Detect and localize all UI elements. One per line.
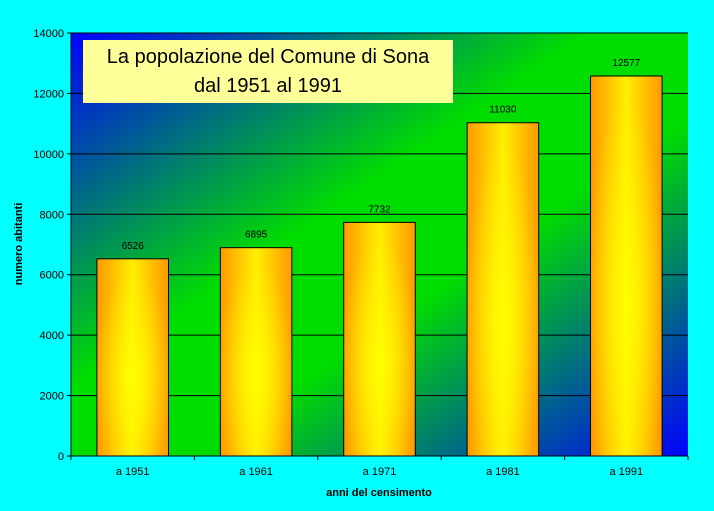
y-axis-title: numero abitanti: [13, 203, 25, 286]
chart-title-line-2: dal 1951 al 1991: [194, 75, 342, 97]
data-label: 12577: [612, 58, 640, 69]
bar-highlight: [467, 122, 539, 457]
y-tick-label: 2000: [40, 391, 64, 403]
x-tick-label: a 1951: [116, 466, 150, 478]
y-tick-label: 6000: [40, 270, 64, 282]
y-tick-label: 8000: [40, 209, 64, 221]
x-tick-label: a 1971: [363, 466, 397, 478]
y-tick-label: 4000: [40, 330, 64, 342]
data-label: 11030: [489, 105, 517, 116]
bar-highlight: [590, 75, 663, 456]
y-tick-label: 0: [58, 451, 64, 463]
x-tick-label: a 1961: [239, 466, 273, 478]
x-axis-title: anni del censimento: [326, 487, 432, 499]
x-tick-label: a 1991: [609, 466, 643, 478]
bar-highlight: [96, 258, 169, 456]
data-label: 6895: [245, 230, 268, 241]
data-label: 6526: [122, 241, 145, 252]
axes: [67, 32, 689, 460]
bars: [96, 75, 663, 457]
bar-highlight: [220, 247, 292, 456]
y-tick-label: 12000: [33, 88, 64, 100]
x-tick-label: a 1981: [486, 466, 520, 478]
chart-title-line-1: La popolazione del Comune di Sona: [106, 46, 430, 68]
chart-title: La popolazione del Comune di Sona dal 19…: [83, 40, 453, 103]
y-tick-label: 10000: [33, 149, 64, 161]
labels: 0 2000 4000 6000 8000 10000 12000 14000 6526 a 19…: [33, 28, 643, 478]
bar-highlight: [343, 222, 416, 456]
y-tick-label: 14000: [33, 28, 64, 40]
data-label: 7732: [368, 204, 391, 215]
